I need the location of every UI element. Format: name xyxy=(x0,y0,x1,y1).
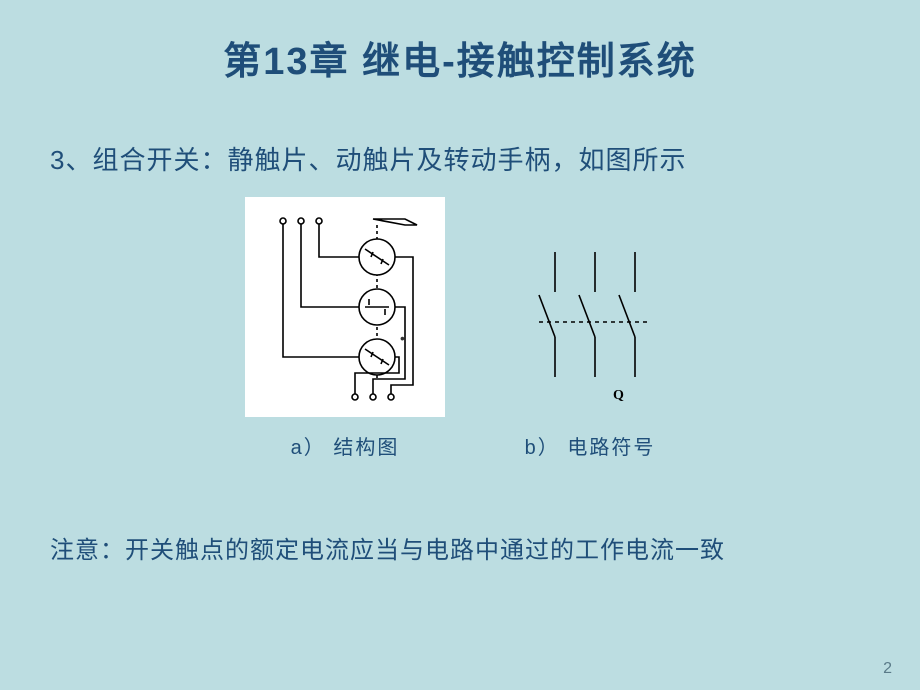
note-text: 注意：开关触点的额定电流应当与电路中通过的工作电流一致 xyxy=(0,530,920,565)
diagram-a-block: a） 结构图 xyxy=(245,197,445,460)
caption-a: a） 结构图 xyxy=(291,431,400,460)
page-number: 2 xyxy=(883,660,892,678)
circuit-symbol-svg: Q xyxy=(505,227,675,417)
structure-diagram-svg xyxy=(245,197,445,417)
diagram-b-box: Q xyxy=(505,227,675,417)
diagram-a-box xyxy=(245,197,445,417)
diagram-b-block: Q b） 电路符号 xyxy=(505,227,675,460)
diagram-row: a） 结构图 • xyxy=(0,197,920,460)
caption-b: b） 电路符号 xyxy=(525,431,656,460)
page-title: 第13章 继电-接触控制系统 xyxy=(0,0,920,85)
intro-text: 3、组合开关：静触片、动触片及转动手柄，如图所示 xyxy=(0,140,920,177)
center-dot: • xyxy=(400,330,405,346)
symbol-label: Q xyxy=(613,388,624,403)
